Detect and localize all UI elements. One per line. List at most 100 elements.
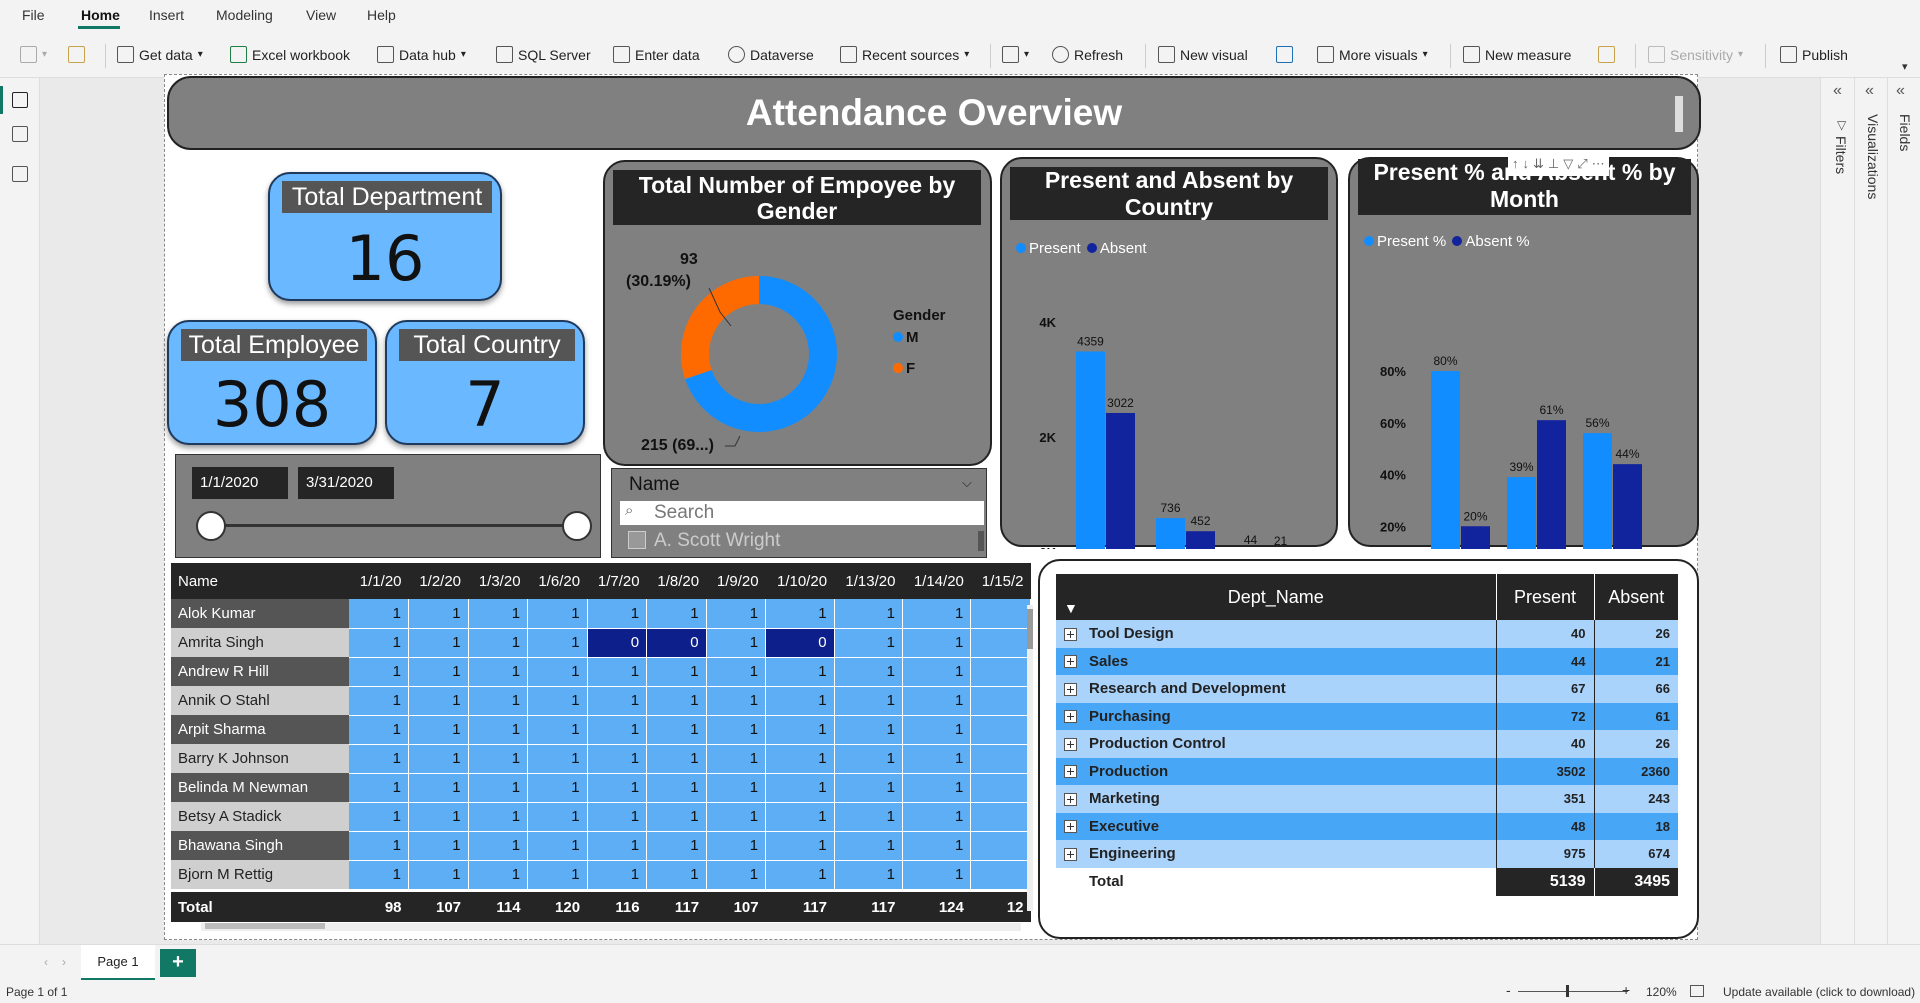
start-date-input[interactable]: 1/1/2020 — [192, 467, 288, 499]
report-view-icon[interactable] — [12, 92, 28, 108]
matrix-cell[interactable]: 1 — [587, 773, 648, 803]
matrix-cell[interactable]: 1 — [834, 628, 903, 658]
matrix-cell[interactable]: 1 — [468, 860, 529, 890]
expand-icon[interactable] — [1064, 847, 1077, 861]
matrix-cell[interactable]: 1 — [468, 831, 529, 861]
enter-data-button[interactable]: Enter data — [613, 46, 700, 63]
bar-absent-0[interactable] — [1106, 412, 1135, 549]
matrix-date-header[interactable]: 1/10/20 — [765, 563, 835, 599]
gender-donut-visual[interactable]: Total Number of Empoyee by Gender 93 (30… — [603, 160, 992, 466]
matrix-cell[interactable]: 1 — [587, 831, 648, 861]
matrix-date-header[interactable]: 1/2/20 — [408, 563, 469, 599]
matrix-cell[interactable]: 1 — [646, 715, 707, 745]
matrix-row-name[interactable]: Bjorn M Rettig — [171, 860, 349, 889]
table-row[interactable]: Sales 44 21 — [1056, 647, 1678, 675]
matrix-cell[interactable]: 1 — [646, 744, 707, 774]
matrix-date-header[interactable]: 1/3/20 — [468, 563, 528, 599]
table-row[interactable]: Executive 48 18 — [1056, 812, 1678, 840]
matrix-cell[interactable]: 0 — [587, 628, 648, 658]
matrix-cell[interactable]: 1 — [349, 744, 410, 774]
matrix-cell[interactable]: 1 — [587, 802, 648, 832]
matrix-row-name[interactable]: Betsy A Stadick — [171, 802, 349, 831]
filter-icon[interactable]: ▽ — [1563, 156, 1574, 171]
matrix-cell[interactable]: 1 — [408, 773, 469, 803]
matrix-cell[interactable]: 1 — [587, 715, 648, 745]
matrix-date-header[interactable]: 1/13/20 — [834, 563, 903, 599]
matrix-row-name[interactable]: Arpit Sharma — [171, 715, 349, 744]
publish-button[interactable]: Publish — [1780, 46, 1848, 63]
dept-name-cell[interactable]: Marketing — [1056, 785, 1497, 813]
menu-insert[interactable]: Insert — [149, 7, 185, 23]
chevron-down-icon[interactable]: ⌵ — [962, 475, 972, 490]
table-row[interactable]: Production 3502 2360 — [1056, 757, 1678, 785]
menu-modeling[interactable]: Modeling — [216, 7, 273, 23]
matrix-cell[interactable]: 1 — [408, 657, 469, 687]
expand-icon[interactable] — [1064, 682, 1077, 696]
matrix-vscroll-thumb[interactable] — [1027, 609, 1033, 649]
matrix-row-name[interactable]: Belinda M Newman — [171, 773, 349, 802]
dept-name-cell[interactable]: Tool Design — [1056, 620, 1497, 648]
expand-icon[interactable] — [1064, 710, 1077, 724]
recent-sources-button[interactable]: Recent sources ▾ — [840, 46, 969, 63]
expand-icon[interactable] — [1064, 765, 1077, 779]
absent-header[interactable]: Absent — [1594, 574, 1678, 620]
update-available-link[interactable]: Update available (click to download) — [1723, 985, 1916, 999]
matrix-cell[interactable]: 1 — [468, 599, 529, 629]
matrix-cell[interactable]: 1 — [706, 744, 767, 774]
matrix-cell[interactable]: 1 — [646, 802, 707, 832]
sort-desc-icon[interactable]: ▼ — [1064, 600, 1078, 616]
matrix-cell[interactable]: 0 — [765, 628, 835, 658]
matrix-cell[interactable]: 1 — [527, 773, 588, 803]
matrix-cell[interactable]: 1 — [902, 686, 972, 716]
dept-name-cell[interactable]: Sales — [1056, 647, 1497, 675]
next-page-icon[interactable]: › — [62, 955, 66, 969]
matrix-cell[interactable]: 1 — [587, 860, 648, 890]
date-slider-end-handle[interactable] — [562, 511, 592, 541]
expand-icon[interactable] — [1064, 737, 1077, 751]
matrix-cell[interactable]: 1 — [706, 773, 767, 803]
matrix-cell[interactable]: 1 — [468, 744, 529, 774]
matrix-cell[interactable]: 1 — [902, 657, 972, 687]
drill-down-icon[interactable]: ↓ — [1522, 156, 1530, 171]
matrix-hscrollbar[interactable] — [201, 923, 1021, 931]
new-visual-button[interactable]: New visual — [1158, 46, 1248, 63]
fields-expand-icon[interactable]: « — [1896, 82, 1905, 99]
matrix-cell[interactable]: 1 — [706, 860, 767, 890]
matrix-cell[interactable]: 1 — [527, 802, 588, 832]
matrix-date-header[interactable]: 1/14/20 — [902, 563, 971, 599]
dept-name-cell[interactable]: Executive — [1056, 812, 1497, 840]
table-row[interactable]: Engineering 975 674 — [1056, 840, 1678, 868]
matrix-cell[interactable]: 1 — [468, 686, 529, 716]
transform-button[interactable]: ▾ — [1002, 46, 1029, 63]
matrix-hscroll-thumb[interactable] — [205, 923, 325, 929]
matrix-cell[interactable]: 1 — [834, 802, 903, 832]
matrix-cell[interactable]: 1 — [902, 744, 972, 774]
matrix-cell[interactable]: 1 — [587, 599, 648, 629]
bar-present-2[interactable] — [1583, 433, 1612, 549]
matrix-date-header[interactable]: 1/9/20 — [706, 563, 766, 599]
table-view-icon[interactable] — [12, 126, 28, 142]
menu-help[interactable]: Help — [367, 7, 396, 23]
dept-name-cell[interactable]: Production Control — [1056, 730, 1497, 758]
matrix-cell[interactable]: 1 — [902, 773, 972, 803]
bar-absent-1[interactable] — [1186, 531, 1215, 549]
matrix-cell[interactable]: 1 — [834, 744, 903, 774]
matrix-cell[interactable]: 1 — [646, 686, 707, 716]
matrix-cell[interactable]: 1 — [527, 599, 588, 629]
fields-pane-tab[interactable]: Fields — [1897, 114, 1913, 152]
matrix-cell[interactable]: 1 — [902, 860, 972, 890]
matrix-cell[interactable]: 1 — [587, 686, 648, 716]
fit-to-page-icon[interactable] — [1690, 985, 1704, 997]
matrix-cell[interactable]: 1 — [706, 715, 767, 745]
matrix-cell[interactable]: 1 — [408, 628, 469, 658]
matrix-cell[interactable]: 0 — [646, 628, 707, 658]
dept-name-cell[interactable]: Purchasing — [1056, 702, 1497, 730]
matrix-cell[interactable]: 1 — [349, 715, 410, 745]
matrix-cell[interactable]: 1 — [902, 628, 972, 658]
focus-mode-icon[interactable]: ⤢ — [1577, 156, 1588, 171]
matrix-cell[interactable]: 1 — [587, 657, 648, 687]
model-view-icon[interactable] — [12, 166, 28, 182]
filters-expand-icon[interactable]: « — [1833, 82, 1842, 99]
matrix-cell[interactable]: 1 — [706, 686, 767, 716]
matrix-cell[interactable]: 1 — [706, 599, 767, 629]
